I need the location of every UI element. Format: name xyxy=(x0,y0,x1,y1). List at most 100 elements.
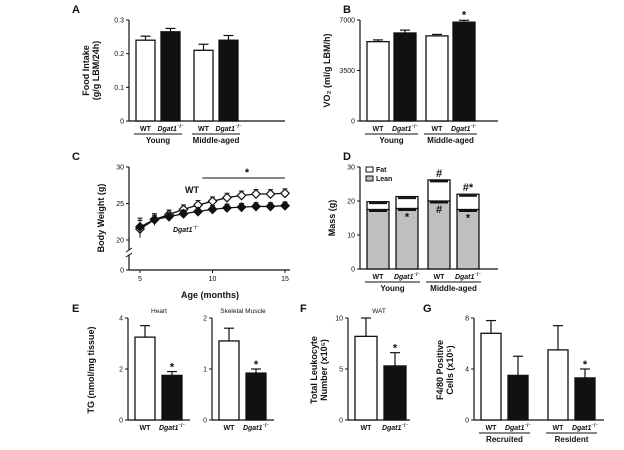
panel-d-fat-annotation: #* xyxy=(463,182,474,194)
panel-d-lean-annotation: * xyxy=(466,213,471,225)
panel-d-legend-label-lean: Lean xyxy=(376,176,392,183)
panel-d-letter: D xyxy=(343,151,351,163)
panel-c-y-tick-label: 20 xyxy=(116,238,124,245)
panel-e-letter: E xyxy=(72,303,79,315)
panel-a-bar-2 xyxy=(193,49,214,122)
panel-g-significance-star: * xyxy=(583,359,588,371)
panel-c-x-tick-label: 5 xyxy=(138,276,142,283)
panel-e-heart-y-tick-label: 2 xyxy=(119,367,123,374)
panel-e-heart-y-tick-label: 0 xyxy=(119,418,123,425)
panel-f-y-tick-label: 5 xyxy=(339,367,343,374)
panel-e-y-axis-title: TG (nmol/mg tissue) xyxy=(86,326,96,413)
panel-f-bar-0 xyxy=(354,335,378,421)
panel-d-lean-bar-0 xyxy=(366,208,390,270)
panel-d-fat-bar-2 xyxy=(427,179,451,202)
panel-g-bar-0 xyxy=(480,332,502,421)
panel-c-x-tick-label: 15 xyxy=(281,276,289,283)
panel-c-point-0 xyxy=(250,188,262,200)
panel-f-bar-1 xyxy=(383,365,407,421)
panel-d-legend-label-fat: Fat xyxy=(376,167,387,174)
panel-c-point-1 xyxy=(221,202,233,213)
panel-c-point-0 xyxy=(207,196,218,207)
panel-a-group-label-0: Young xyxy=(146,136,170,145)
panel-b-y-axis-title: VO₂ (ml/g LBM/h) xyxy=(322,34,332,108)
panel-c-point-1 xyxy=(163,211,175,222)
panel-d-lean-annotation: # xyxy=(436,204,442,216)
panel-g-y-tick-label: 8 xyxy=(465,316,469,323)
panel-g-category-label-0: WT xyxy=(486,425,498,432)
panel-c-point-1 xyxy=(134,221,146,232)
panel-b-bar-0 xyxy=(366,40,390,122)
panel-c-x-tick-label: 10 xyxy=(209,276,217,283)
panel-g-y-tick-label: 0 xyxy=(465,418,469,425)
panel-b-group-label-1: Middle-aged xyxy=(427,136,474,145)
panel-b-category-label-0: WT xyxy=(373,126,385,133)
panel-g-group-label-0: Recruited xyxy=(486,435,523,444)
panel-c-point-1 xyxy=(207,204,218,215)
panel-b-y-tick-label: 3500 xyxy=(339,68,355,75)
panel-c-point-1 xyxy=(149,214,160,225)
panel-c-axis-break xyxy=(125,252,133,258)
panel-d-legend-swatch-lean xyxy=(365,175,374,182)
panel-g-bar-1 xyxy=(507,374,529,421)
panel-f-title: WAT xyxy=(372,308,386,315)
panel-f-y-tick-label: 10 xyxy=(335,316,343,323)
panel-d-y-axis-title: Mass (g) xyxy=(327,200,337,237)
panel-g-category-label-2: WT xyxy=(553,425,565,432)
panel-g-category-label-3: Dgat1⁻/⁻ xyxy=(572,423,598,432)
panel-a-letter: A xyxy=(72,4,80,16)
panel-e-heart-category-label-0: WT xyxy=(140,425,152,432)
panel-a-y-axis-title-0: Food Intake xyxy=(81,45,91,96)
panel-e-muscle-title: Skeletal Muscle xyxy=(220,308,266,315)
panel-b-category-label-3: Dgat1⁻/⁻ xyxy=(451,124,477,133)
panel-e-muscle-category-label-1: Dgat1⁻/⁻ xyxy=(243,423,269,432)
panel-e-heart-y-tick-label: 4 xyxy=(119,316,123,323)
panel-c-letter: C xyxy=(72,151,80,163)
panel-e-muscle-bar-0 xyxy=(218,340,240,421)
panel-b-y-tick-label: 0 xyxy=(351,119,355,126)
panel-c-series-label-ko: Dgat1⁻/⁻ xyxy=(173,225,199,234)
panel-f-y-axis-title-1: Number (x10⁵) xyxy=(319,339,329,401)
panel-d-y-tick-label: 30 xyxy=(347,165,355,172)
panel-e-heart-category-label-1: Dgat1⁻/⁻ xyxy=(159,423,185,432)
panel-e-muscle-category-label-0: WT xyxy=(224,425,236,432)
panel-g-group-label-1: Resident xyxy=(555,435,589,444)
panel-c-y-tick-label: 0 xyxy=(120,268,124,275)
panel-g-y-tick-label: 4 xyxy=(465,367,469,374)
panel-b-category-label-2: WT xyxy=(432,126,444,133)
panel-a-group-label-1: Middle-aged xyxy=(193,136,240,145)
panel-a-y-tick-label: 0 xyxy=(120,119,124,126)
panel-a-y-tick-label: 0.1 xyxy=(114,85,124,92)
panel-g-category-label-1: Dgat1⁻/⁻ xyxy=(505,423,531,432)
panel-c-y-tick-label: 30 xyxy=(116,165,124,172)
panel-f-category-label-0: WT xyxy=(361,425,373,432)
panel-b-significance-star: * xyxy=(462,9,467,21)
panel-e-heart-bar-1 xyxy=(161,374,183,421)
panel-c-point-1 xyxy=(250,201,262,212)
panel-c-series-label-wt: WT xyxy=(185,185,199,195)
panel-c-x-axis-title: Age (months) xyxy=(181,290,239,300)
panel-d-fat-annotation: # xyxy=(436,168,442,180)
panel-g-letter: G xyxy=(423,303,432,315)
panel-c-point-1 xyxy=(265,201,276,212)
panel-c-point-0 xyxy=(236,190,247,201)
panel-f-y-tick-label: 0 xyxy=(339,418,343,425)
panel-g-bar-2 xyxy=(547,349,569,421)
panel-c-point-1 xyxy=(236,202,247,213)
panel-c-point-1 xyxy=(178,208,189,219)
panel-b-category-label-1: Dgat1⁻/⁻ xyxy=(392,124,418,133)
panel-d-fat-bar-1 xyxy=(395,195,419,210)
panel-e-heart-significance-star: * xyxy=(170,362,175,374)
panel-g-y-axis-title-1: Cells (x10⁵) xyxy=(445,345,455,394)
panel-f-significance-star: * xyxy=(393,343,398,355)
panel-a-category-label-1: Dgat1⁻/⁻ xyxy=(157,124,183,133)
panel-c-point-1 xyxy=(279,200,291,211)
panel-c-y-axis-title: Body Weight (g) xyxy=(96,184,106,253)
panel-d-lean-annotation: * xyxy=(405,211,410,223)
panel-d-fat-bar-3 xyxy=(456,193,480,211)
panel-f-category-label-1: Dgat1⁻/⁻ xyxy=(382,423,408,432)
panel-g-bar-3 xyxy=(574,377,596,421)
panel-a-y-tick-label: 0.3 xyxy=(114,18,124,25)
panel-d-category-label-0: WT xyxy=(373,274,385,281)
panel-e-muscle-y-tick-label: 1 xyxy=(203,367,207,374)
